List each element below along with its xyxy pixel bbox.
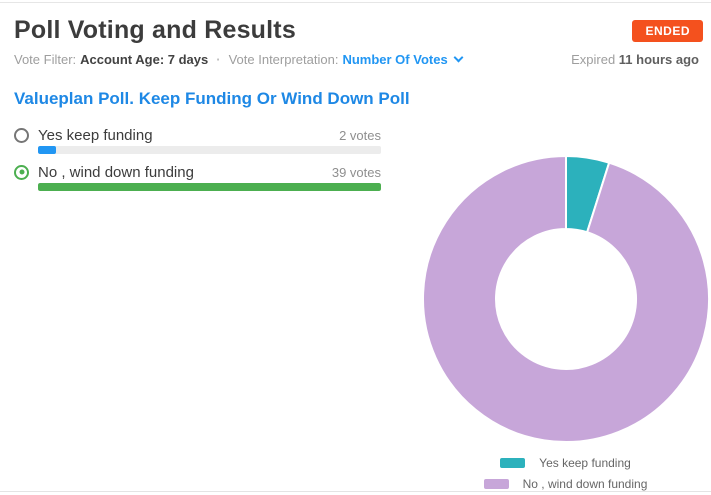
legend-item-0[interactable]: Yes keep funding	[500, 456, 631, 470]
legend-item-1[interactable]: No , wind down funding	[483, 476, 648, 491]
donut-chart	[421, 154, 710, 443]
poll-title: Valueplan Poll. Keep Funding Or Wind Dow…	[14, 88, 410, 108]
vote-interpretation-label: Vote Interpretation:	[228, 51, 339, 67]
option-label: No , wind down funding	[38, 163, 194, 181]
legend-swatch-icon	[500, 457, 526, 468]
expired-value: 11 hours ago	[618, 51, 699, 67]
bottom-divider	[0, 491, 711, 492]
vote-bar-track	[38, 182, 381, 191]
expired-status: Expired 11 hours ago	[571, 52, 703, 67]
options-list: Yes keep funding 2 votes No , wind down …	[14, 127, 381, 191]
vote-interpretation-dropdown[interactable]: Number Of Votes	[342, 51, 464, 67]
chevron-down-icon	[453, 52, 464, 63]
option-votes-count: 39 votes	[331, 164, 381, 180]
legend-label: Yes keep funding	[539, 455, 631, 470]
vote-filter-value: Account Age: 7 days	[80, 51, 209, 67]
vote-interpretation-value: Number Of Votes	[342, 51, 448, 67]
meta-row: Vote Filter: Account Age: 7 days · Vote …	[14, 52, 703, 67]
header: Poll Voting and Results ENDED Vote Filte…	[0, 0, 711, 67]
meta-separator: ·	[216, 51, 221, 67]
radio-button[interactable]	[14, 127, 29, 143]
page-title: Poll Voting and Results	[14, 16, 296, 44]
legend-label: No , wind down funding	[522, 476, 648, 491]
poll-option-yes: Yes keep funding 2 votes	[14, 127, 381, 154]
radio-button[interactable]	[14, 164, 29, 180]
chart-legend: Yes keep funding No , wind down funding	[420, 456, 711, 491]
legend-swatch-icon	[483, 478, 509, 489]
expired-label: Expired	[571, 51, 616, 67]
vote-bar-fill	[38, 182, 381, 191]
poll-option-no: No , wind down funding 39 votes	[14, 164, 381, 191]
radio-dot-icon	[19, 169, 24, 175]
vote-bar-track	[38, 145, 381, 154]
vote-bar-fill	[38, 145, 56, 154]
chart-area: Yes keep funding No , wind down funding	[420, 127, 711, 491]
poll-content: Yes keep funding 2 votes No , wind down …	[0, 127, 711, 491]
vote-filter-label: Vote Filter:	[14, 51, 77, 67]
option-votes-count: 2 votes	[339, 127, 381, 143]
donut-slice-1[interactable]	[421, 154, 710, 443]
option-label: Yes keep funding	[38, 126, 153, 144]
top-divider	[0, 2, 711, 3]
status-badge: ENDED	[632, 20, 703, 42]
